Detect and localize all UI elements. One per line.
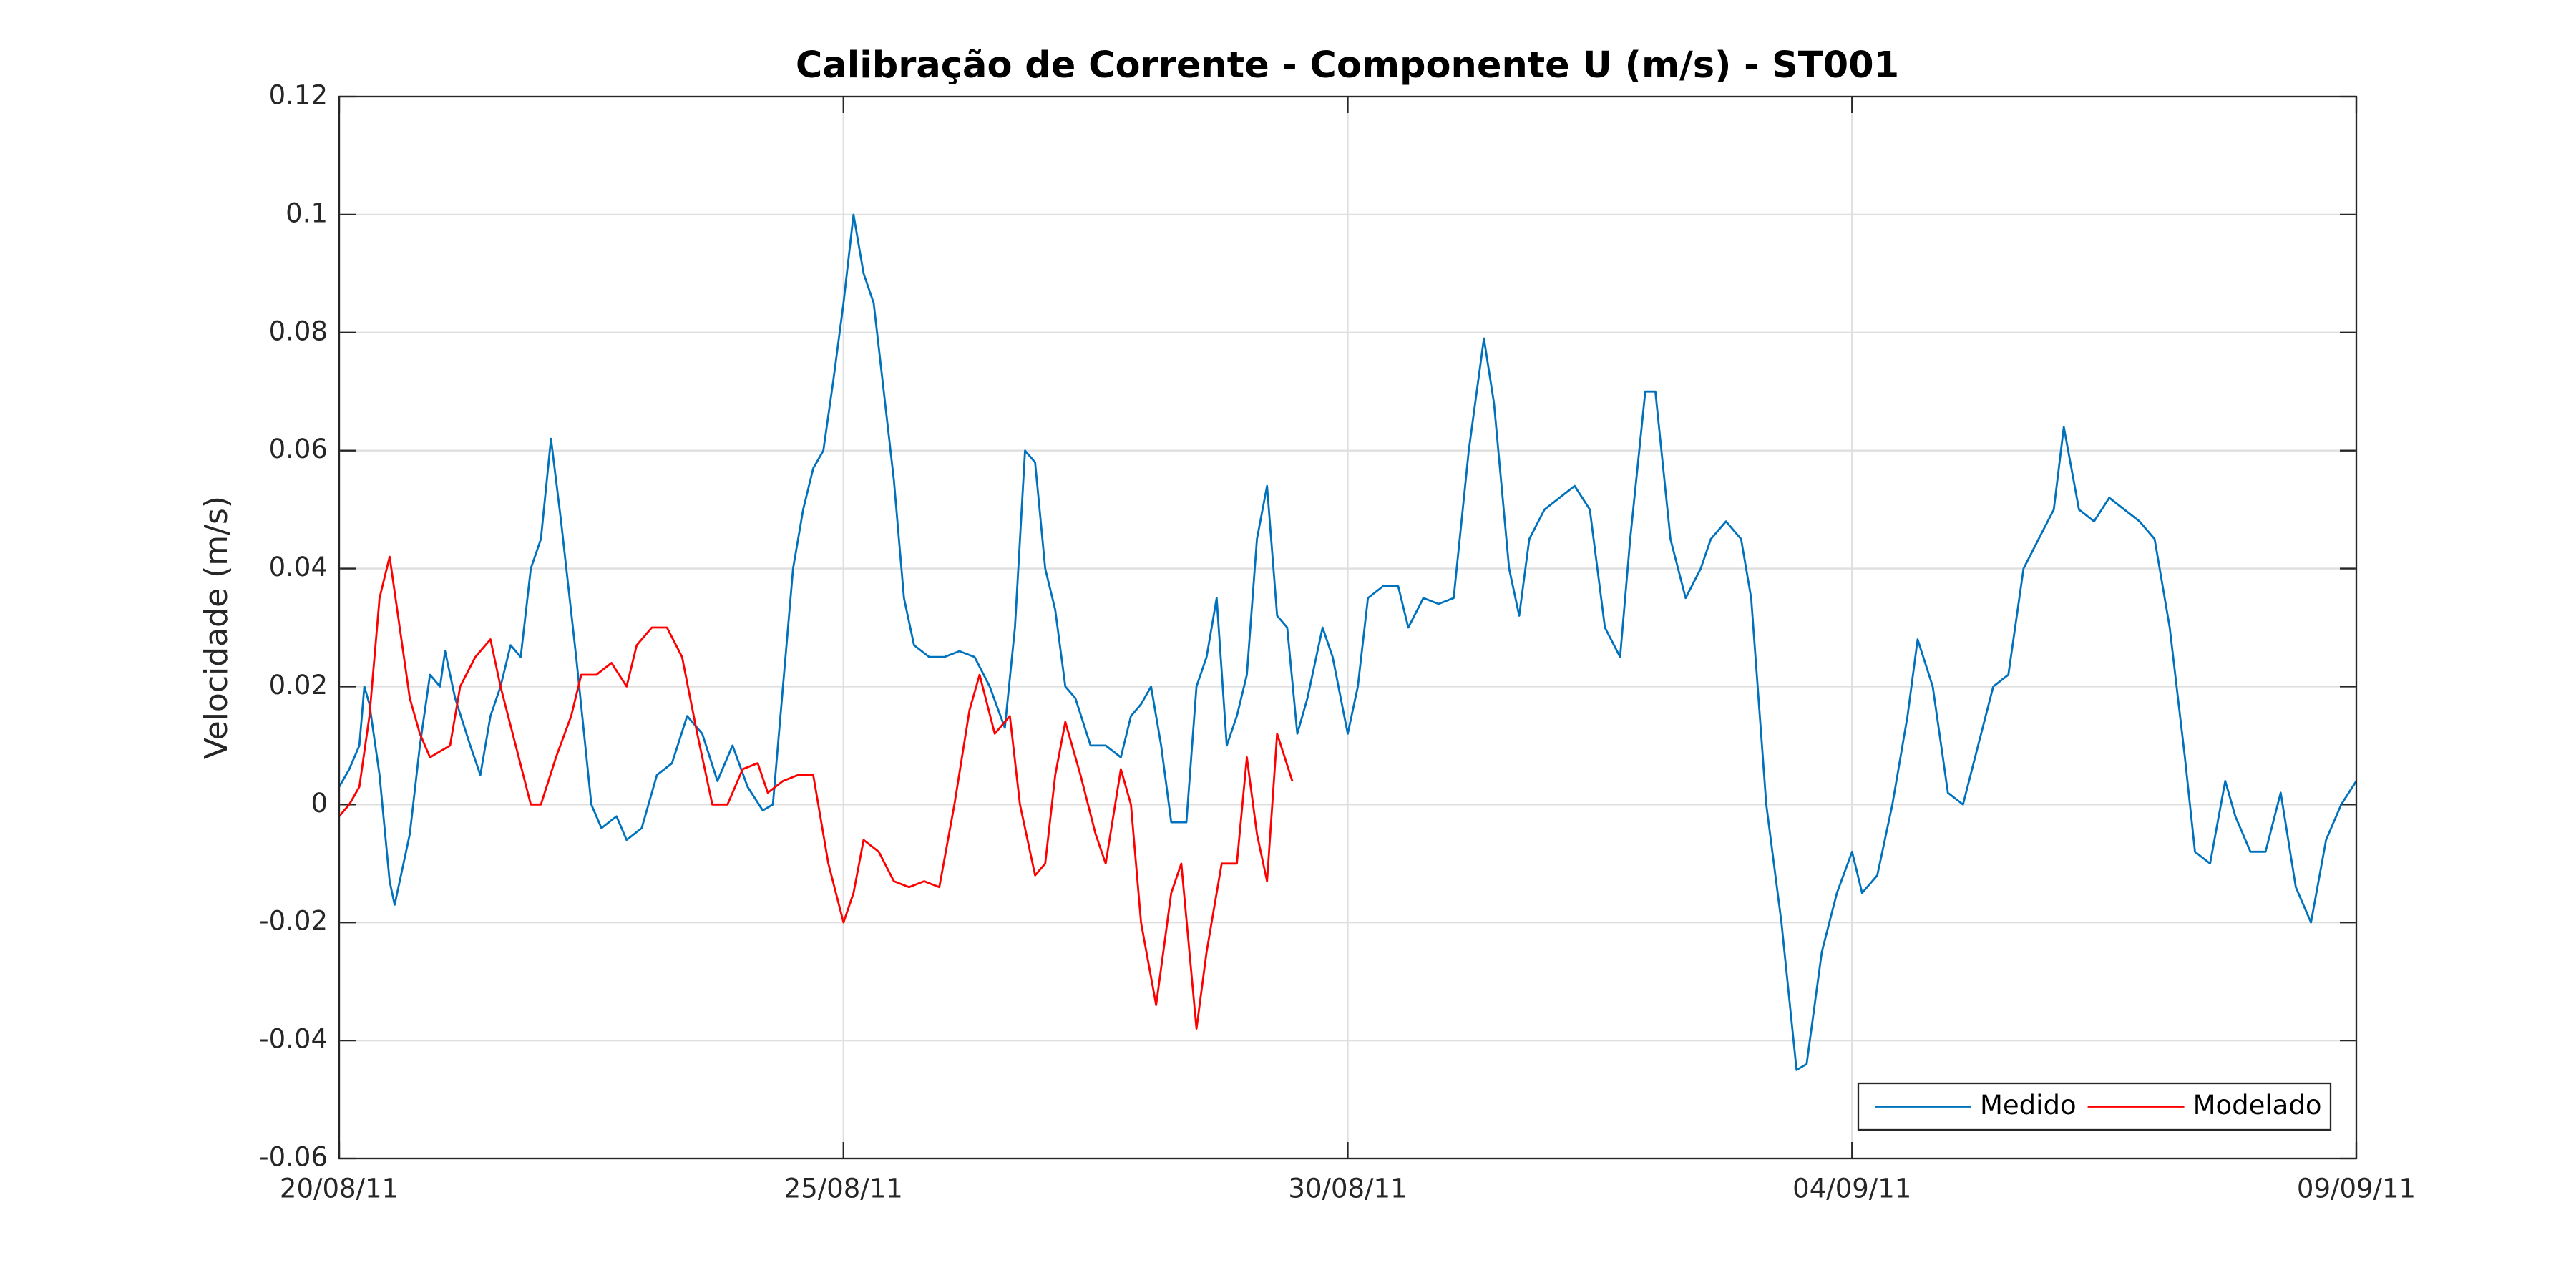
y-tick-label: 0 [311, 788, 328, 819]
y-tick-label: 0.08 [269, 316, 328, 346]
x-tick-label: 25/08/11 [784, 1174, 903, 1204]
y-tick-label: -0.04 [259, 1024, 328, 1055]
y-tick-label: 0.06 [269, 434, 328, 464]
y-tick-label: 0.1 [286, 197, 328, 228]
y-tick-label: 0.12 [269, 80, 328, 111]
y-tick-label: -0.06 [259, 1142, 328, 1173]
data-line [338, 213, 2358, 1071]
chart-title: Calibração de Corrente - Componente U (m… [796, 44, 1899, 87]
y-tick-label: -0.02 [259, 906, 328, 937]
x-tick-label: 09/09/11 [2297, 1174, 2416, 1204]
data-line [338, 555, 1294, 1030]
x-tick-label: 30/08/11 [1288, 1174, 1407, 1204]
legend: Medido Modelado [1857, 1082, 2332, 1131]
y-tick-label: 0.04 [269, 552, 328, 582]
legend-label: Modelado [2193, 1090, 2322, 1121]
legend-label: Medido [1980, 1090, 2077, 1121]
y-axis-label: Velocidade (m/s) [198, 496, 235, 759]
plot-frame [338, 95, 2358, 1160]
x-tick-label: 04/09/11 [1792, 1174, 1911, 1204]
x-tick-label: 20/08/11 [280, 1174, 399, 1204]
y-tick-label: 0.02 [269, 670, 328, 701]
